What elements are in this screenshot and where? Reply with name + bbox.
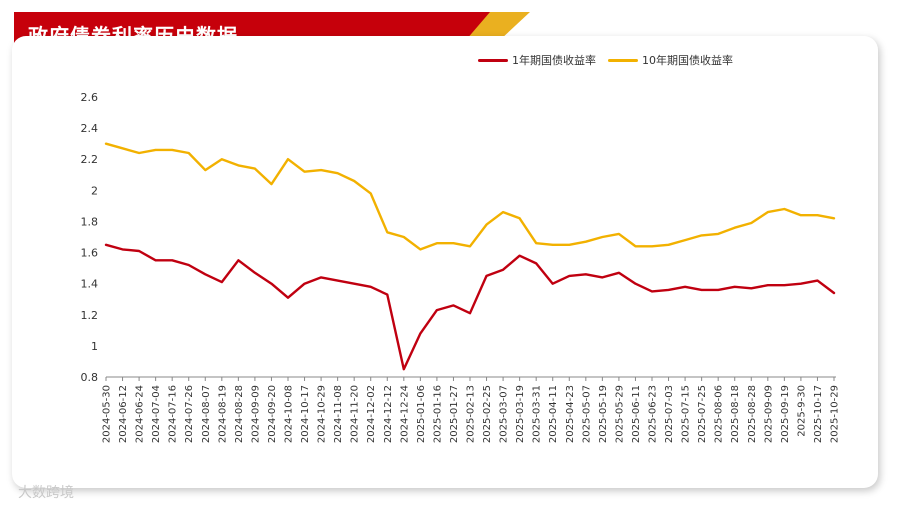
x-tick-label: 2024-05-30 [102, 385, 113, 443]
x-tick-label: 2025-09-09 [763, 385, 774, 443]
x-tick-label: 2024-07-04 [151, 385, 162, 443]
x-tick-label: 2025-03-19 [515, 385, 526, 443]
x-tick-label: 2025-08-18 [730, 385, 741, 443]
x-tick-label: 2025-01-16 [432, 385, 443, 443]
x-tick-label: 2025-03-31 [532, 385, 543, 443]
legend-swatch-1y [478, 58, 508, 62]
x-tick-label: 2025-07-25 [697, 385, 708, 443]
legend-label-10y: 10年期国债收益率 [642, 54, 733, 67]
y-tick-label: 1.4 [81, 278, 99, 291]
x-tick-label: 2025-05-19 [598, 385, 609, 443]
series-line-1y [104, 243, 836, 371]
x-tick-label: 2024-07-16 [168, 385, 179, 443]
y-tick-label: 1.8 [81, 215, 99, 228]
y-tick-label: 2.6 [81, 91, 99, 104]
y-tick-label: 1 [91, 340, 98, 353]
x-tick-label: 2024-10-29 [317, 385, 328, 443]
x-axis: 2024-05-30 2024-06-12 2024-06-24 2024-07-04… [102, 376, 841, 443]
y-tick-label: 2.4 [81, 122, 99, 135]
x-tick-label: 2024-08-19 [217, 385, 228, 443]
x-tick-label: 2024-08-07 [201, 385, 212, 443]
legend-item-1y: 1年期国债收益率 [478, 52, 596, 68]
x-tick-label: 2024-12-24 [399, 385, 410, 443]
y-tick-label: 2 [91, 184, 98, 197]
x-tick-label: 2025-02-13 [466, 385, 477, 443]
x-tick-label: 2025-07-03 [664, 385, 675, 443]
x-tick-label: 2024-09-09 [250, 385, 261, 443]
x-tick-label: 2025-05-29 [614, 385, 625, 443]
x-tick-label: 2025-04-11 [548, 385, 559, 443]
x-tick-label: 2025-02-25 [482, 385, 493, 443]
x-tick-label: 2024-11-08 [333, 385, 344, 443]
x-tick-label: 2024-10-17 [300, 385, 311, 443]
x-tick-label: 2025-06-23 [648, 385, 659, 443]
y-tick-label: 0.8 [81, 371, 99, 384]
x-tick-label: 2025-9-30 [796, 385, 807, 437]
y-tick-label: 1.2 [81, 309, 99, 322]
chart-card [12, 36, 878, 488]
x-tick-label: 2025-06-11 [631, 385, 642, 443]
watermark-text: 大数跨境 [18, 485, 74, 501]
x-tick-label: 2024-11-20 [350, 385, 361, 443]
x-tick-label: 2024-10-08 [284, 385, 295, 443]
x-tick-label: 2025-01-27 [449, 385, 460, 443]
y-axis: 0.8 1 1.2 1.4 1.6 1.8 2 2.2 2.4 2.6 [81, 91, 99, 384]
x-tick-label: 2024-06-24 [135, 385, 146, 443]
legend-item-10y: 10年期国债收益率 [608, 52, 733, 68]
x-tick-label: 2024-06-12 [118, 385, 129, 443]
x-tick-label: 2024-08-28 [234, 385, 245, 443]
series-line-10y [104, 142, 836, 251]
x-tick-label: 2025-01-06 [416, 385, 427, 443]
chart-legend: 1年期国债收益率 10年期国债收益率 [478, 52, 745, 68]
legend-label-1y: 1年期国债收益率 [512, 54, 596, 67]
x-tick-label: 2025-07-15 [681, 385, 692, 443]
x-tick-label: 2024-12-12 [383, 385, 394, 443]
x-tick-label: 2025-10-17 [813, 385, 824, 443]
legend-swatch-10y [608, 58, 638, 62]
x-tick-label: 2025-03-07 [499, 385, 510, 443]
x-tick-label: 2025-08-28 [747, 385, 758, 443]
x-tick-label: 2024-12-02 [366, 385, 377, 443]
x-tick-label: 2025-04-23 [565, 385, 576, 443]
y-tick-label: 1.6 [81, 247, 99, 260]
x-tick-label: 2024-09-20 [267, 385, 278, 443]
x-tick-label: 2025-09-19 [780, 385, 791, 443]
series-lines [104, 142, 836, 371]
x-tick-label: 2024-07-26 [184, 385, 195, 443]
x-tick-label: 2025-05-07 [581, 385, 592, 443]
y-tick-label: 2.2 [81, 153, 99, 166]
x-tick-label: 2025-08-06 [714, 385, 725, 443]
x-tick-label: 2025-10-29 [830, 385, 841, 443]
